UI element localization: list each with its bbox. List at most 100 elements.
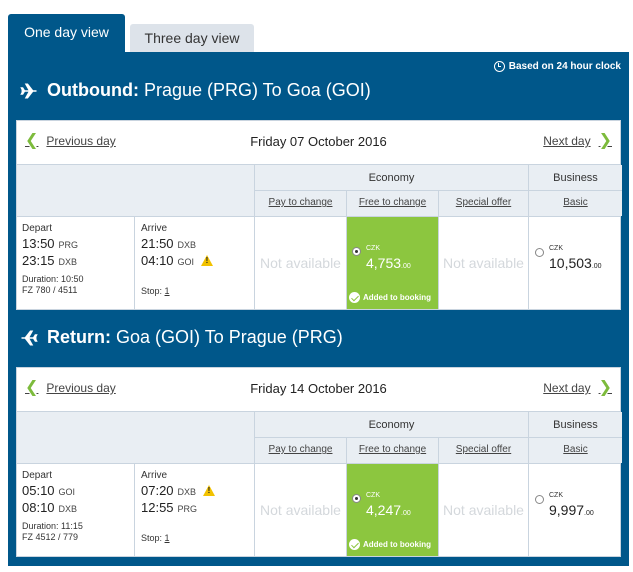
header-blank (17, 412, 255, 463)
special-offer-link[interactable]: Special offer (439, 438, 529, 463)
return-title: Return: Goa (GOI) To Prague (PRG) (20, 327, 343, 348)
arrive-label: Arrive (141, 470, 168, 481)
price-decimal: .00 (591, 263, 602, 270)
return-previous-day-label: Previous day (46, 381, 116, 395)
free-to-change-link[interactable]: Free to change (347, 438, 439, 463)
return-card: ❮ Previous day Friday 14 October 2016 Ne… (16, 367, 622, 557)
plane-return-icon (21, 330, 38, 345)
currency: CZK (549, 245, 563, 252)
special-offer-unavailable: Not available (439, 464, 529, 556)
depart-time: 08:10 (22, 500, 55, 515)
clock-note-text: Based on 24 hour clock (508, 61, 621, 72)
stop-label: Stop: (141, 533, 163, 543)
stops: Stop: 1 (141, 533, 254, 543)
business-header: Business (529, 412, 622, 438)
arrive-code: PRG (177, 504, 198, 514)
price-decimal: .00 (584, 510, 594, 517)
outbound-title-route: Prague (PRG) To Goa (GOI) (138, 80, 371, 100)
outbound-next-day-link[interactable]: Next day ❯ (543, 132, 612, 149)
outbound-previous-day-link[interactable]: ❮ Previous day (25, 132, 116, 149)
fare-price: 4,753.00 (366, 255, 411, 271)
plane-depart-icon (20, 83, 37, 98)
chevron-right-icon: ❯ (598, 379, 612, 396)
arrive-label: Arrive (141, 223, 168, 234)
return-fare-header: Economy Business Pay to change Free to c… (17, 412, 622, 464)
stop-label: Stop: (141, 286, 163, 296)
depart-code: DXB (58, 504, 78, 514)
stops: Stop: 1 (141, 286, 254, 296)
added-to-booking-label: Added to booking (363, 540, 431, 549)
business-header: Business (529, 165, 622, 191)
return-title-route: Goa (GOI) To Prague (PRG) (111, 327, 343, 347)
price-main: 9,997 (549, 502, 585, 518)
fare-radio[interactable] (535, 248, 544, 257)
tab-one-day-view[interactable]: One day view (8, 14, 125, 54)
depart-code: DXB (58, 257, 78, 267)
duration: Duration: 11:15 (22, 521, 83, 531)
free-to-change-link[interactable]: Free to change (347, 191, 439, 216)
basic-link[interactable]: Basic (529, 191, 622, 216)
return-depart-column: Depart 05:10 GOI 08:10 DXB Duration: 11:15… (17, 464, 135, 556)
chevron-left-icon: ❮ (25, 132, 39, 149)
added-to-booking: Added to booking (349, 292, 431, 303)
flight-results-panel: Based on 24 hour clock Outbound: Prague … (8, 52, 629, 566)
warning-icon[interactable] (203, 485, 216, 496)
outbound-date-row: ❮ Previous day Friday 07 October 2016 Ne… (17, 121, 620, 165)
arrive-time: 04:10 (141, 253, 174, 268)
arrive-time: 07:20 (141, 483, 174, 498)
tab-three-day-view[interactable]: Three day view (130, 24, 254, 54)
header-blank (17, 165, 255, 216)
return-next-day-label: Next day (543, 381, 591, 395)
return-title-label: Return: (47, 327, 111, 347)
pay-to-change-unavailable: Not available (255, 464, 347, 556)
depart-time: 23:15 (22, 253, 55, 268)
arrive-code: GOI (177, 257, 195, 267)
return-date-row: ❮ Previous day Friday 14 October 2016 Ne… (17, 368, 620, 412)
arrive-time: 21:50 (141, 236, 174, 251)
arrive-code: DXB (177, 487, 197, 497)
flight-numbers: FZ 4512 / 779 (22, 532, 79, 542)
depart-time: 05:10 (22, 483, 55, 498)
business-basic-fare[interactable]: CZK 9,997.00 (529, 464, 622, 556)
business-basic-fare[interactable]: CZK 10,503.00 (529, 217, 622, 309)
free-to-change-fare-selected[interactable]: CZK 4,753.00 Added to booking (347, 217, 439, 309)
outbound-title-label: Outbound: (47, 80, 139, 100)
depart-code: PRG (58, 240, 79, 250)
fare-radio[interactable] (352, 494, 361, 503)
currency: CZK (549, 492, 563, 499)
depart-code: GOI (58, 487, 76, 497)
special-offer-unavailable: Not available (439, 217, 529, 309)
added-to-booking: Added to booking (349, 539, 431, 550)
outbound-fare-header: Economy Business Pay to change Free to c… (17, 165, 622, 217)
special-offer-link[interactable]: Special offer (439, 191, 529, 216)
basic-link[interactable]: Basic (529, 438, 622, 463)
stops-link[interactable]: 1 (164, 533, 170, 543)
chevron-right-icon: ❯ (598, 132, 612, 149)
outbound-next-day-label: Next day (543, 134, 591, 148)
warning-icon[interactable] (201, 255, 214, 266)
check-icon (349, 539, 360, 550)
currency: CZK (366, 245, 380, 252)
fare-radio[interactable] (352, 247, 361, 256)
stops-link[interactable]: 1 (164, 286, 170, 296)
price-main: 4,753 (366, 255, 402, 271)
return-previous-day-link[interactable]: ❮ Previous day (25, 380, 116, 396)
free-to-change-fare-selected[interactable]: CZK 4,247.00 Added to booking (347, 464, 439, 556)
outbound-flight-row: Depart 13:50 PRG 23:15 DXB Duration: 10:50… (17, 217, 620, 309)
outbound-card: ❮ Previous day Friday 07 October 2016 Ne… (16, 120, 622, 310)
depart-label: Depart (22, 470, 53, 481)
fare-price: 10,503.00 (549, 255, 602, 271)
pay-to-change-unavailable: Not available (255, 217, 347, 309)
clock-note: Based on 24 hour clock (493, 61, 621, 72)
return-flight-row: Depart 05:10 GOI 08:10 DXB Duration: 11:15… (17, 464, 620, 556)
added-to-booking-label: Added to booking (363, 293, 431, 302)
pay-to-change-link[interactable]: Pay to change (255, 438, 347, 463)
flight-numbers: FZ 780 / 4511 (22, 285, 78, 295)
outbound-date: Friday 07 October 2016 (250, 134, 387, 149)
pay-to-change-link[interactable]: Pay to change (255, 191, 347, 216)
return-next-day-link[interactable]: Next day ❯ (543, 379, 612, 396)
fare-price: 4,247.00 (366, 502, 411, 518)
fare-radio[interactable] (535, 495, 544, 504)
